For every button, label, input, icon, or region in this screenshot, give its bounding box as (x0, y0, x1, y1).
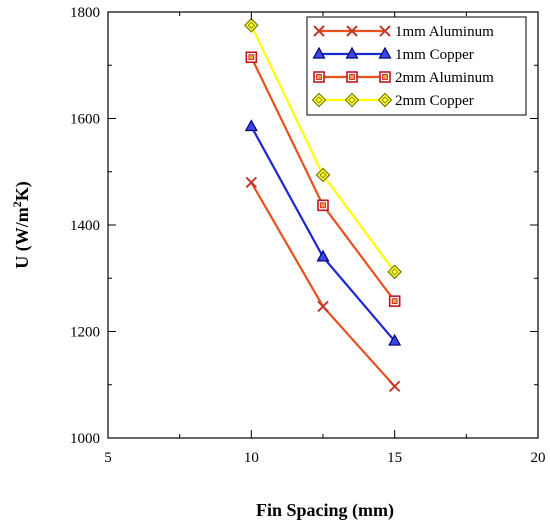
legend-marker-1mm-copper-c (378, 46, 392, 59)
data-point-2mm-aluminum-2-inner (391, 298, 398, 305)
legend-marker-2mm-copper-b-outer (344, 92, 360, 108)
legend-marker-1mm-aluminum-c-stroke-b (379, 25, 391, 37)
data-point-1mm-aluminum-0 (245, 176, 258, 189)
data-point-1mm-copper-0 (244, 119, 258, 132)
data-point-1mm-copper-2 (388, 333, 402, 346)
data-point-2mm-copper-0-outer (243, 17, 259, 33)
x-axis-title: Fin Spacing (mm) (256, 500, 394, 521)
y-tick-label: 1200 (70, 325, 100, 341)
y-axis-title-end: K) (12, 181, 33, 201)
data-point-2mm-aluminum-0-inner (248, 54, 255, 61)
data-point-2mm-copper-2-inner (391, 268, 399, 276)
legend-marker-2mm-copper-c-outer (377, 92, 393, 108)
legend-marker-2mm-copper-c-inner (381, 96, 389, 104)
data-point-2mm-copper-0-inner (247, 21, 255, 29)
y-axis-title-main: U (W/m (12, 207, 33, 269)
data-point-2mm-copper-1 (315, 167, 331, 183)
legend-marker-2mm-copper-b (344, 92, 360, 108)
data-point-2mm-aluminum-0 (245, 51, 258, 64)
legend-marker-2mm-copper-b-inner (348, 96, 356, 104)
y-tick-label: 1000 (70, 431, 100, 447)
legend-box (306, 16, 527, 116)
y-tick-label: 1800 (70, 5, 100, 21)
y-tick-label: 1400 (70, 218, 100, 234)
data-point-2mm-aluminum-1-inner (320, 202, 326, 209)
data-point-2mm-copper-0 (243, 17, 259, 33)
legend-marker-1mm-aluminum-a (313, 25, 325, 37)
legend-label-2mm-aluminum: 2mm Aluminum (395, 70, 494, 86)
legend-marker-2mm-aluminum-a-inner (316, 74, 322, 80)
data-point-2mm-copper-1-inner (319, 171, 327, 179)
y-axis-title-superscript: 2 (10, 201, 24, 207)
y-tick-label: 1600 (70, 112, 100, 128)
series-line-1mm-aluminum (250, 181, 396, 388)
legend-marker-2mm-copper-a-inner (315, 96, 323, 104)
legend-label-1mm-copper: 1mm Copper (395, 47, 474, 63)
legend-marker-1mm-aluminum-b-stroke-b (346, 25, 358, 37)
data-point-1mm-aluminum-1-stroke-b (317, 300, 329, 313)
x-tick-label: 15 (387, 450, 402, 466)
axes: 5 10 15 20 1000 1200 1400 1600 1800 (70, 5, 546, 466)
series-line-1mm-copper (250, 125, 396, 342)
legend-marker-2mm-aluminum-c (379, 71, 391, 83)
data-point-1mm-aluminum-0-stroke-b (245, 176, 258, 189)
legend-marker-2mm-aluminum-a (313, 71, 325, 83)
data-point-2mm-aluminum-1 (317, 199, 329, 212)
legend-marker-2mm-aluminum-c-inner (382, 74, 388, 80)
legend-label-1mm-aluminum: 1mm Aluminum (395, 24, 494, 40)
plot-area (243, 17, 403, 393)
legend-marker-2mm-copper-a-outer (311, 92, 327, 108)
data-point-1mm-copper-1 (316, 249, 330, 262)
data-point-1mm-aluminum-2-stroke-b (388, 380, 401, 393)
data-point-1mm-aluminum-2 (388, 380, 401, 393)
legend-marker-1mm-aluminum-c (379, 25, 391, 37)
legend-marker-1mm-aluminum-b (346, 25, 358, 37)
x-tick-label: 5 (104, 450, 112, 466)
data-point-2mm-copper-1-outer (315, 167, 331, 183)
data-point-1mm-aluminum-1 (317, 300, 329, 313)
y-axis-title: U (W/m2K) (10, 181, 33, 269)
legend-marker-2mm-copper-c (377, 92, 393, 108)
x-tick-label: 10 (244, 450, 259, 466)
legend-marker-1mm-copper-b (345, 46, 359, 59)
data-point-2mm-copper-2-outer (387, 264, 403, 280)
legend: 1mm Aluminum 1mm Copper 2mm Aluminum 2mm Co… (306, 16, 527, 116)
x-tick-label: 20 (531, 450, 546, 466)
legend-marker-2mm-copper-a (311, 92, 327, 108)
data-point-2mm-aluminum-2 (388, 295, 401, 307)
data-point-2mm-copper-2 (387, 264, 403, 280)
legend-marker-2mm-aluminum-b-inner (349, 74, 355, 80)
legend-label-2mm-copper: 2mm Copper (395, 93, 474, 109)
legend-marker-1mm-aluminum-a-stroke-b (313, 25, 325, 37)
legend-marker-2mm-aluminum-b (346, 71, 358, 83)
legend-marker-1mm-copper-a (312, 46, 326, 59)
